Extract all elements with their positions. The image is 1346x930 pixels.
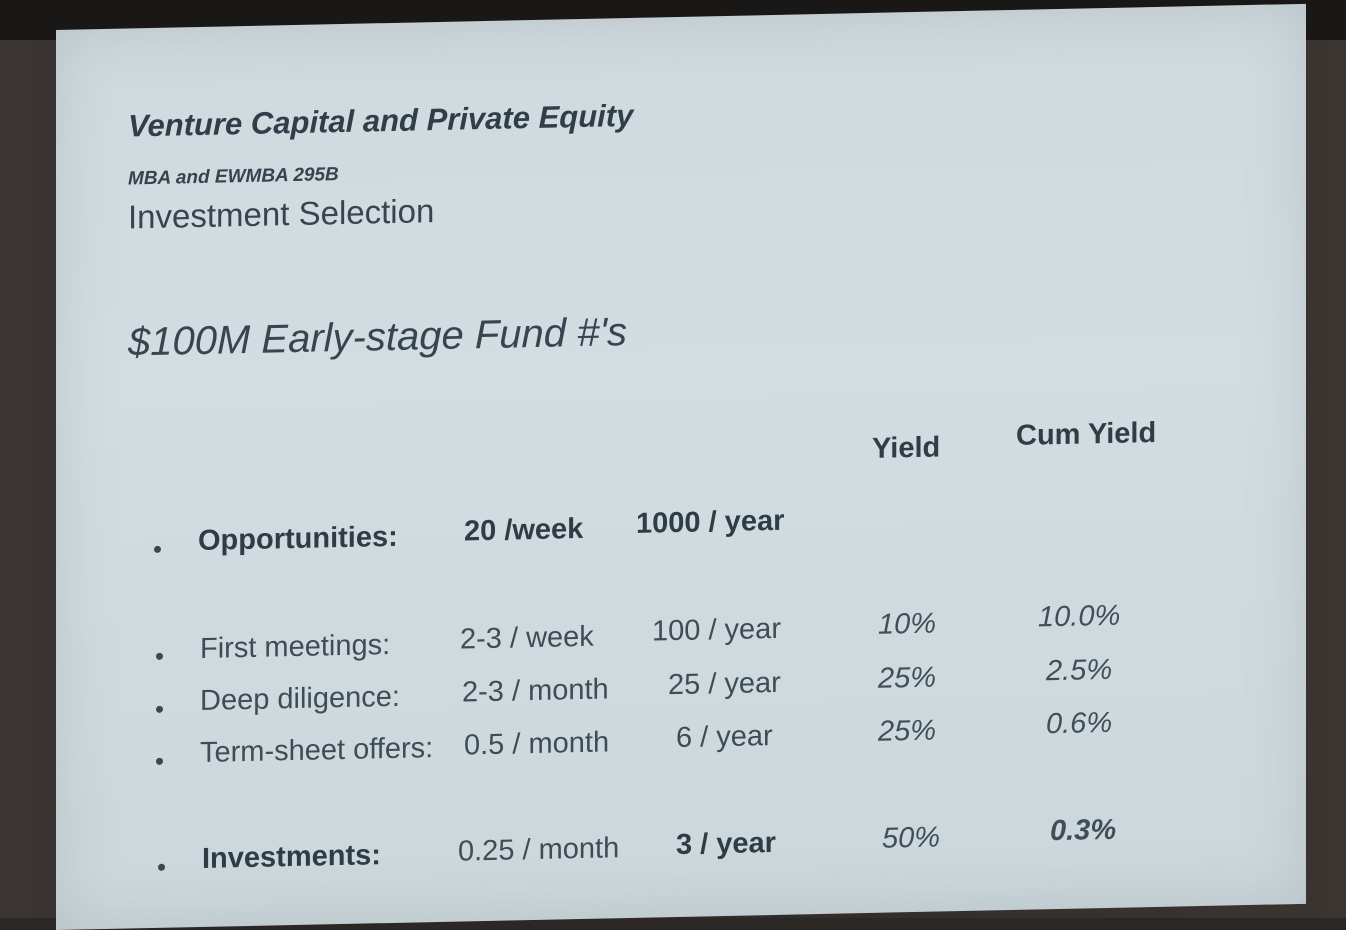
row-annual: 100 / year: [652, 612, 781, 648]
row-annual: 1000 / year: [636, 504, 785, 540]
bullet-icon: [156, 757, 163, 765]
row-label: Term-sheet offers:: [200, 732, 434, 769]
row-annual: 6 / year: [676, 719, 773, 755]
row-rate: 0.5 / month: [464, 726, 610, 762]
bullet-icon: [158, 863, 165, 871]
row-label: Investments:: [202, 839, 381, 875]
slide-heading: $100M Early-stage Fund #'s: [128, 310, 628, 365]
bullet-icon: [156, 652, 163, 660]
course-code: MBA and EWMBA 295B: [128, 164, 339, 190]
row-yield: 10%: [878, 607, 937, 641]
row-annual: 25 / year: [668, 666, 781, 702]
row-cum-yield: 0.3%: [1050, 813, 1117, 848]
row-rate: 20 /week: [464, 512, 584, 548]
projected-slide: Venture Capital and Private Equity MBA a…: [56, 3, 1306, 930]
yield-column-header: Yield: [872, 431, 941, 465]
bullet-icon: [156, 705, 163, 713]
cum-yield-column-header: Cum Yield: [1016, 416, 1157, 452]
row-rate: 2-3 / week: [460, 620, 594, 656]
row-label: Deep diligence:: [200, 680, 400, 717]
row-rate: 0.25 / month: [458, 832, 620, 868]
row-cum-yield: 10.0%: [1038, 599, 1121, 634]
row-label: Opportunities:: [198, 520, 398, 558]
row-yield: 25%: [878, 661, 937, 695]
section-title: Investment Selection: [128, 192, 435, 236]
row-label: First meetings:: [200, 629, 391, 665]
bullet-icon: [154, 545, 161, 553]
row-cum-yield: 0.6%: [1046, 706, 1113, 741]
row-yield: 25%: [878, 714, 937, 748]
course-title: Venture Capital and Private Equity: [128, 97, 634, 144]
row-cum-yield: 2.5%: [1046, 653, 1113, 688]
row-rate: 2-3 / month: [462, 673, 609, 709]
row-annual: 3 / year: [676, 826, 776, 862]
row-yield: 50%: [882, 821, 941, 855]
